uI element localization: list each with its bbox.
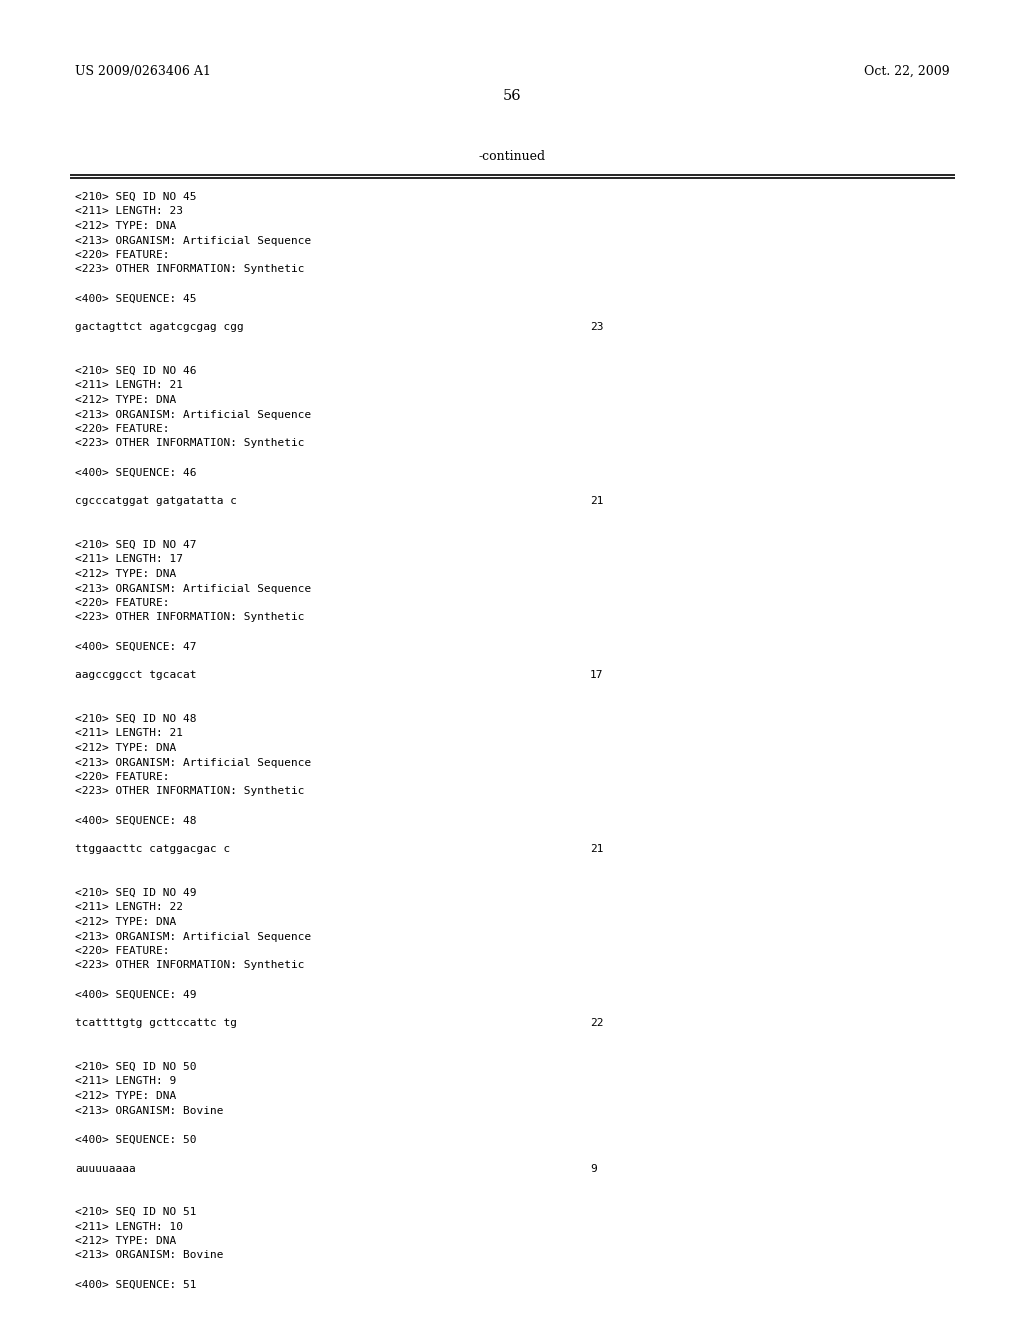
Text: <210> SEQ ID NO 48: <210> SEQ ID NO 48: [75, 714, 197, 723]
Text: <223> OTHER INFORMATION: Synthetic: <223> OTHER INFORMATION: Synthetic: [75, 264, 304, 275]
Text: Oct. 22, 2009: Oct. 22, 2009: [864, 65, 950, 78]
Text: <400> SEQUENCE: 51: <400> SEQUENCE: 51: [75, 1279, 197, 1290]
Text: <210> SEQ ID NO 49: <210> SEQ ID NO 49: [75, 888, 197, 898]
Text: 56: 56: [503, 88, 521, 103]
Text: <212> TYPE: DNA: <212> TYPE: DNA: [75, 1092, 176, 1101]
Text: <223> OTHER INFORMATION: Synthetic: <223> OTHER INFORMATION: Synthetic: [75, 612, 304, 623]
Text: <400> SEQUENCE: 49: <400> SEQUENCE: 49: [75, 990, 197, 999]
Text: ttggaacttc catggacgac c: ttggaacttc catggacgac c: [75, 845, 230, 854]
Text: <213> ORGANISM: Bovine: <213> ORGANISM: Bovine: [75, 1106, 223, 1115]
Text: auuuuaaaa: auuuuaaaa: [75, 1163, 136, 1173]
Text: <220> FEATURE:: <220> FEATURE:: [75, 598, 170, 609]
Text: <211> LENGTH: 17: <211> LENGTH: 17: [75, 554, 183, 565]
Text: <212> TYPE: DNA: <212> TYPE: DNA: [75, 743, 176, 752]
Text: <213> ORGANISM: Artificial Sequence: <213> ORGANISM: Artificial Sequence: [75, 409, 311, 420]
Text: tcattttgtg gcttccattc tg: tcattttgtg gcttccattc tg: [75, 1019, 237, 1028]
Text: <400> SEQUENCE: 47: <400> SEQUENCE: 47: [75, 642, 197, 652]
Text: <211> LENGTH: 22: <211> LENGTH: 22: [75, 903, 183, 912]
Text: <210> SEQ ID NO 50: <210> SEQ ID NO 50: [75, 1063, 197, 1072]
Text: 21: 21: [590, 496, 603, 507]
Text: aagccggcct tgcacat: aagccggcct tgcacat: [75, 671, 197, 681]
Text: 21: 21: [590, 845, 603, 854]
Text: 9: 9: [590, 1163, 597, 1173]
Text: <220> FEATURE:: <220> FEATURE:: [75, 424, 170, 434]
Text: <220> FEATURE:: <220> FEATURE:: [75, 772, 170, 781]
Text: <220> FEATURE:: <220> FEATURE:: [75, 249, 170, 260]
Text: 22: 22: [590, 1019, 603, 1028]
Text: <212> TYPE: DNA: <212> TYPE: DNA: [75, 395, 176, 405]
Text: <211> LENGTH: 10: <211> LENGTH: 10: [75, 1221, 183, 1232]
Text: gactagttct agatcgcgag cgg: gactagttct agatcgcgag cgg: [75, 322, 244, 333]
Text: -continued: -continued: [478, 150, 546, 162]
Text: 17: 17: [590, 671, 603, 681]
Text: <211> LENGTH: 23: <211> LENGTH: 23: [75, 206, 183, 216]
Text: <223> OTHER INFORMATION: Synthetic: <223> OTHER INFORMATION: Synthetic: [75, 438, 304, 449]
Text: <400> SEQUENCE: 48: <400> SEQUENCE: 48: [75, 816, 197, 825]
Text: <400> SEQUENCE: 50: <400> SEQUENCE: 50: [75, 1134, 197, 1144]
Text: cgcccatggat gatgatatta c: cgcccatggat gatgatatta c: [75, 496, 237, 507]
Text: US 2009/0263406 A1: US 2009/0263406 A1: [75, 65, 211, 78]
Text: <211> LENGTH: 9: <211> LENGTH: 9: [75, 1077, 176, 1086]
Text: 23: 23: [590, 322, 603, 333]
Text: <213> ORGANISM: Artificial Sequence: <213> ORGANISM: Artificial Sequence: [75, 932, 311, 941]
Text: <213> ORGANISM: Artificial Sequence: <213> ORGANISM: Artificial Sequence: [75, 583, 311, 594]
Text: <400> SEQUENCE: 46: <400> SEQUENCE: 46: [75, 467, 197, 478]
Text: <400> SEQUENCE: 45: <400> SEQUENCE: 45: [75, 293, 197, 304]
Text: <212> TYPE: DNA: <212> TYPE: DNA: [75, 220, 176, 231]
Text: <212> TYPE: DNA: <212> TYPE: DNA: [75, 917, 176, 927]
Text: <220> FEATURE:: <220> FEATURE:: [75, 946, 170, 956]
Text: <210> SEQ ID NO 46: <210> SEQ ID NO 46: [75, 366, 197, 376]
Text: <211> LENGTH: 21: <211> LENGTH: 21: [75, 380, 183, 391]
Text: <212> TYPE: DNA: <212> TYPE: DNA: [75, 1236, 176, 1246]
Text: <210> SEQ ID NO 51: <210> SEQ ID NO 51: [75, 1206, 197, 1217]
Text: <211> LENGTH: 21: <211> LENGTH: 21: [75, 729, 183, 738]
Text: <210> SEQ ID NO 47: <210> SEQ ID NO 47: [75, 540, 197, 550]
Text: <213> ORGANISM: Artificial Sequence: <213> ORGANISM: Artificial Sequence: [75, 758, 311, 767]
Text: <212> TYPE: DNA: <212> TYPE: DNA: [75, 569, 176, 579]
Text: <223> OTHER INFORMATION: Synthetic: <223> OTHER INFORMATION: Synthetic: [75, 787, 304, 796]
Text: <213> ORGANISM: Artificial Sequence: <213> ORGANISM: Artificial Sequence: [75, 235, 311, 246]
Text: <210> SEQ ID NO 45: <210> SEQ ID NO 45: [75, 191, 197, 202]
Text: <223> OTHER INFORMATION: Synthetic: <223> OTHER INFORMATION: Synthetic: [75, 961, 304, 970]
Text: <213> ORGANISM: Bovine: <213> ORGANISM: Bovine: [75, 1250, 223, 1261]
